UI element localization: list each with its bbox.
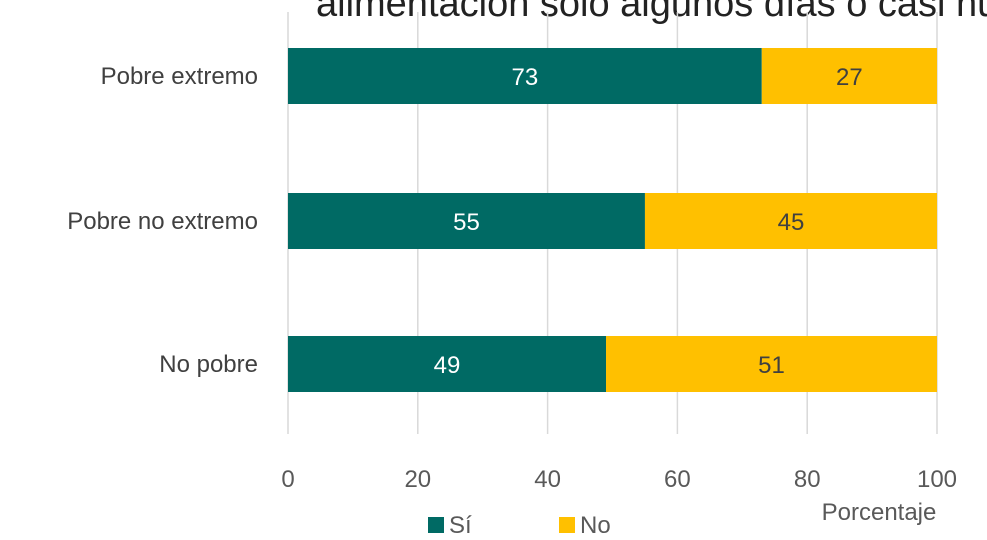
bar-value-label: 55 xyxy=(453,209,480,236)
bar-no xyxy=(644,193,937,249)
x-axis-title: Porcentaje xyxy=(822,499,937,526)
legend-label-no: No xyxy=(580,512,611,539)
bar-value-label: 73 xyxy=(512,64,539,91)
bar-value-label: 27 xyxy=(836,64,863,91)
category-labels: Pobre extremo Pobre no extremo No pobre xyxy=(67,63,258,378)
bar-si xyxy=(288,193,645,249)
bar-value-label: 45 xyxy=(778,209,805,236)
x-tick-label-20: 20 xyxy=(404,466,431,493)
chart-title: alimentación solo algunos días o casi nu… xyxy=(316,0,987,25)
x-tick-label-60: 60 xyxy=(664,466,691,493)
bar-si xyxy=(288,336,607,392)
bars: 73 27 55 45 49 51 xyxy=(288,48,937,392)
category-label: Pobre extremo xyxy=(101,63,258,90)
category-label: Pobre no extremo xyxy=(67,208,258,235)
x-tick-label-40: 40 xyxy=(534,466,561,493)
legend-swatch-no xyxy=(559,517,575,533)
legend: Sí No xyxy=(428,512,611,539)
legend-label-si: Sí xyxy=(449,512,472,539)
bar-si xyxy=(288,48,762,104)
bar-value-label: 49 xyxy=(434,352,461,379)
x-tick-label-100: 100 xyxy=(917,466,957,493)
x-axis-ticks: 0 20 40 60 80 100 xyxy=(281,466,957,493)
bar-no xyxy=(761,48,937,104)
bar-no xyxy=(606,336,937,392)
legend-swatch-si xyxy=(428,517,444,533)
bar-value-label: 51 xyxy=(758,352,785,379)
x-tick-label-0: 0 xyxy=(281,466,294,493)
x-tick-label-80: 80 xyxy=(794,466,821,493)
category-label: No pobre xyxy=(159,351,258,378)
